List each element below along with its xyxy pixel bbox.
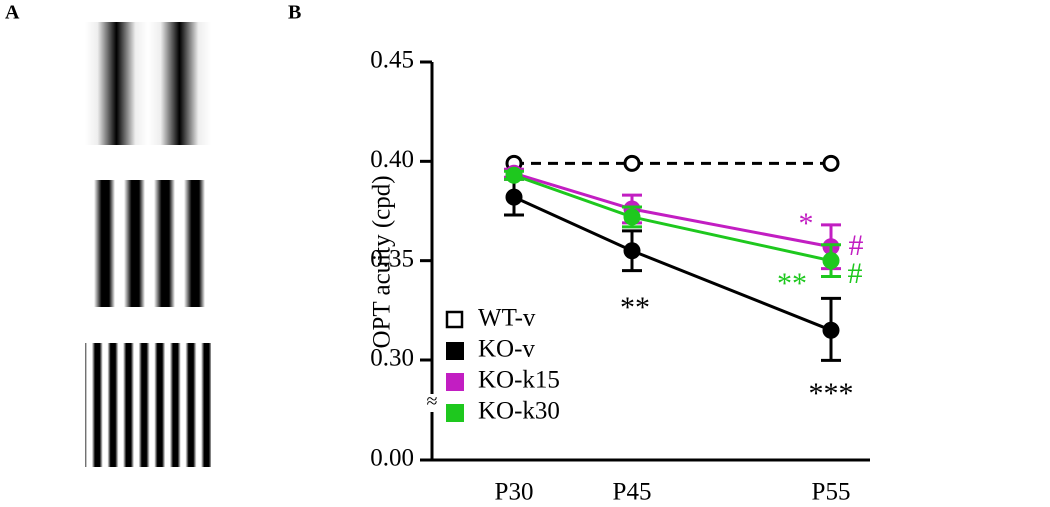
y-tick-label: 0.00 [370,445,414,472]
point [623,208,641,226]
point [623,242,641,260]
annotation: ** [620,291,650,324]
point [822,252,840,270]
point [822,321,840,339]
y-tick-label: 0.45 [370,47,414,74]
grating-low [85,22,211,145]
x-tick-label: P45 [613,479,652,506]
axis-break: ≈ [427,391,438,413]
series-line [513,171,832,249]
point [822,154,840,172]
x-tick-label: P55 [812,479,851,506]
grating-high [85,343,211,467]
y-tick-label: 0.40 [370,146,414,173]
annotation: ** [777,267,807,300]
panel-label: B [288,2,301,24]
annotation: *** [809,377,854,410]
legend-label: WT-v [478,305,536,332]
point [505,188,523,206]
legend-swatch [446,373,464,391]
annotation: * [799,207,814,240]
legend-label: KO-k30 [478,398,560,425]
legend-swatch [446,404,464,422]
axes: ≈ [427,62,870,462]
point [505,166,523,184]
annotation: # [849,229,864,262]
legend-label: KO-v [478,336,535,363]
annotation: # [848,257,863,290]
point [623,154,641,172]
grating-mid [85,180,211,307]
x-tick-label: P30 [495,479,534,506]
y-axis-label: OPT acuity (cpd) [369,175,396,348]
y-tick-label: 0.30 [370,345,414,372]
legend-swatch [446,342,464,360]
legend-label: KO-k15 [478,367,560,394]
y-tick-label: 0.35 [370,245,414,272]
legend-swatch [445,310,464,329]
panel-label: A [5,2,20,24]
